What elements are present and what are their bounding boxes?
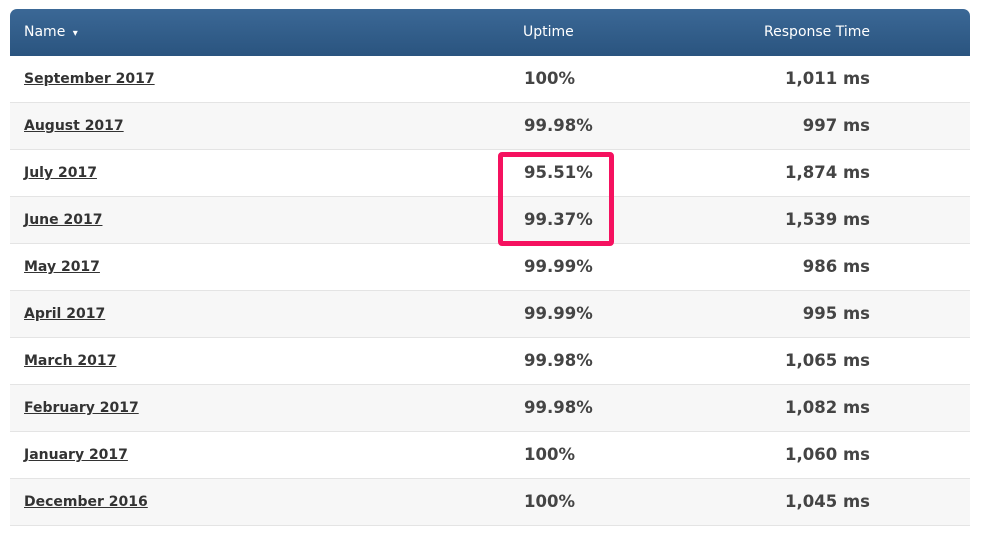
response-time-value: 1,082 ms [785, 398, 870, 417]
uptime-value: 95.51% [524, 163, 593, 182]
response-time-value: 1,011 ms [785, 69, 870, 88]
table-header: Name ▾ Uptime Response Time [10, 9, 970, 56]
uptime-value: 100% [524, 69, 575, 88]
table-row: August 2017 99.98% 997 ms [10, 103, 970, 150]
table-row: February 2017 99.98% 1,082 ms [10, 385, 970, 432]
table-row: April 2017 99.99% 995 ms [10, 291, 970, 338]
month-link[interactable]: January 2017 [24, 447, 128, 463]
uptime-value: 100% [524, 445, 575, 464]
response-time-value: 1,065 ms [785, 351, 870, 370]
uptime-value: 99.98% [524, 398, 593, 417]
uptime-value: 100% [524, 492, 575, 511]
table-row: September 2017 100% 1,011 ms [10, 56, 970, 103]
month-link[interactable]: April 2017 [24, 306, 106, 322]
month-link[interactable]: May 2017 [24, 259, 100, 275]
column-header-name-label: Name [24, 24, 66, 40]
sort-down-icon: ▾ [72, 28, 78, 39]
uptime-value: 99.99% [524, 304, 593, 323]
response-time-value: 1,045 ms [785, 492, 870, 511]
month-link[interactable]: February 2017 [24, 400, 139, 416]
uptime-value: 99.99% [524, 257, 593, 276]
month-link[interactable]: July 2017 [24, 165, 97, 181]
response-time-value: 997 ms [802, 116, 870, 135]
response-time-value: 995 ms [802, 304, 870, 323]
column-header-uptime: Uptime [523, 24, 574, 40]
month-link[interactable]: August 2017 [24, 118, 124, 134]
column-header-name[interactable]: Name ▾ [24, 9, 78, 56]
uptime-table: Name ▾ Uptime Response Time September 20… [10, 9, 970, 526]
response-time-value: 1,060 ms [785, 445, 870, 464]
month-link[interactable]: December 2016 [24, 494, 148, 510]
table-row: December 2016 100% 1,045 ms [10, 479, 970, 526]
table-row: July 2017 95.51% 1,874 ms [10, 150, 970, 197]
table-row: May 2017 99.99% 986 ms [10, 244, 970, 291]
month-link[interactable]: June 2017 [24, 212, 103, 228]
uptime-value: 99.98% [524, 116, 593, 135]
uptime-value: 99.37% [524, 210, 593, 229]
column-header-response-time: Response Time [764, 24, 870, 40]
table-row: March 2017 99.98% 1,065 ms [10, 338, 970, 385]
table-row: January 2017 100% 1,060 ms [10, 432, 970, 479]
month-link[interactable]: March 2017 [24, 353, 117, 369]
table-row: June 2017 99.37% 1,539 ms [10, 197, 970, 244]
response-time-value: 1,874 ms [785, 163, 870, 182]
response-time-value: 1,539 ms [785, 210, 870, 229]
month-link[interactable]: September 2017 [24, 71, 155, 87]
uptime-value: 99.98% [524, 351, 593, 370]
response-time-value: 986 ms [802, 257, 870, 276]
